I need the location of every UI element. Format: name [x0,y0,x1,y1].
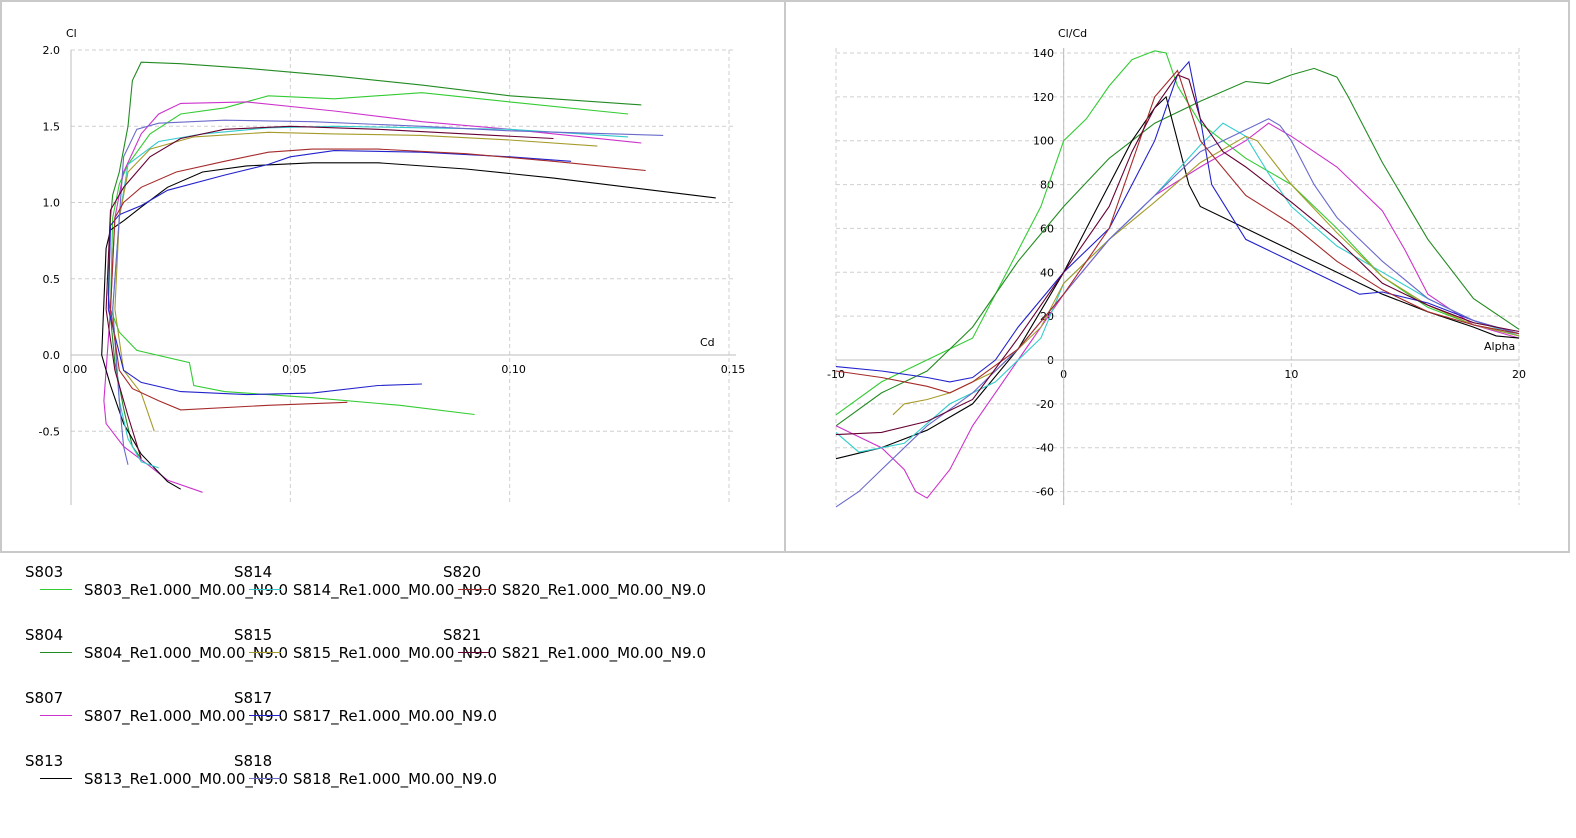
series-line [112,309,129,465]
series-line [892,135,1520,416]
legend-item-label: S818_Re1.000_M0.00_N9.0 [293,770,497,788]
series-line [101,162,716,356]
series-line [114,131,598,310]
y-tick-label: 2.0 [43,44,61,57]
legend-item-head: S803 [25,563,64,581]
series-line [107,150,572,310]
series-line [835,74,1520,436]
series-line [835,122,1520,453]
legend-item-head: S815 [234,626,273,644]
legend-item-head: S804 [25,626,64,644]
y-tick-label: 100 [1033,135,1054,148]
cl-cd-chart-panel: 2.0 1.5 1.0 0.5 0.0 -0.5 0.00 0.05 0.10 0.15 Cl Cd [0,0,786,553]
series-line [109,101,642,310]
cl-cd-chart: 2.0 1.5 1.0 0.5 0.0 -0.5 0.00 0.05 0.10 0.15 Cl Cd [39,27,746,505]
legend-swatch [249,715,281,716]
legend-item-label: S804_Re1.000_M0.00_N9.0 [84,644,288,662]
y-tick-label: 140 [1033,47,1054,60]
series-line [109,309,475,416]
x-tick-label: 0.05 [282,363,307,376]
y-axis-label: Cl/Cd [1058,27,1087,40]
series-line [101,354,181,490]
y-tick-label: 60 [1040,222,1054,235]
y-tick-label: -20 [1036,398,1054,411]
legend-item-label: S814_Re1.000_M0.00_N9.0 [293,581,497,599]
y-tick-label: 120 [1033,91,1054,104]
series-line [112,119,664,310]
legend-item-head: S818 [234,752,273,770]
series-line [835,50,1520,416]
legend-swatch [458,652,490,653]
x-tick-label: 0.10 [501,363,526,376]
legend-swatch [40,715,72,716]
legend-item-label: S817_Re1.000_M0.00_N9.0 [293,707,497,725]
x-tick-label: 0.00 [63,363,88,376]
series-line [835,122,1520,499]
legend-item-label: S821_Re1.000_M0.00_N9.0 [502,644,706,662]
x-tick-label: 10 [1284,368,1298,381]
legend-swatch [40,589,72,590]
legend: S803 S803_Re1.000_M0.00_N9.0 S804 S804_R… [0,556,1576,838]
series-line [112,125,629,310]
series-line [835,69,1520,394]
legend-item-label: S815_Re1.000_M0.00_N9.0 [293,644,497,662]
series-line [835,118,1520,508]
legend-swatch [249,652,281,653]
legend-item-head: S820 [443,563,482,581]
y-tick-label: -0.5 [39,425,60,438]
y-tick-label: 1.5 [43,120,61,133]
series-line [835,95,1520,460]
series-line [109,148,646,310]
legend-item-label: S807_Re1.000_M0.00_N9.0 [84,707,288,725]
legend-item-label: S813_Re1.000_M0.00_N9.0 [84,770,288,788]
series-line [109,309,348,411]
y-tick-label: 0.0 [43,349,61,362]
y-tick-label: 80 [1040,179,1054,192]
series-line [835,67,1520,427]
y-tick-label: 40 [1040,266,1054,279]
x-tick-label: 0.15 [721,363,746,376]
clcd-alpha-chart: 140120100806040200-20-40-60-1001020Cl/Cd… [827,27,1526,508]
x-axis-label: Alpha [1484,340,1515,353]
legend-item-head: S817 [234,689,273,707]
legend-swatch [40,778,72,779]
y-axis-label: Cl [66,27,77,40]
legend-item-head: S821 [443,626,482,644]
y-tick-label: -60 [1036,486,1054,499]
legend-item-label: S820_Re1.000_M0.00_N9.0 [502,581,706,599]
legend-item-label: S803_Re1.000_M0.00_N9.0 [84,581,288,599]
legend-swatch [40,652,72,653]
legend-swatch [249,778,281,779]
series-line [105,125,554,310]
legend-item-head: S807 [25,689,64,707]
y-tick-label: 1.0 [43,197,61,210]
x-tick-label: -10 [827,368,845,381]
series-line [114,309,155,432]
y-tick-label: 0.5 [43,273,61,286]
series-line [107,309,422,396]
series-line [109,92,629,310]
legend-item-head: S813 [25,752,64,770]
x-tick-label: 20 [1512,368,1526,381]
legend-swatch [249,589,281,590]
series-line [107,61,642,295]
series-line [835,60,1520,383]
series-line [105,309,142,459]
y-tick-label: -40 [1036,442,1054,455]
legend-swatch [458,589,490,590]
x-axis-label: Cd [700,336,715,349]
clcd-alpha-chart-panel: 140120100806040200-20-40-60-1001020Cl/Cd… [784,0,1570,553]
legend-item-head: S814 [234,563,273,581]
